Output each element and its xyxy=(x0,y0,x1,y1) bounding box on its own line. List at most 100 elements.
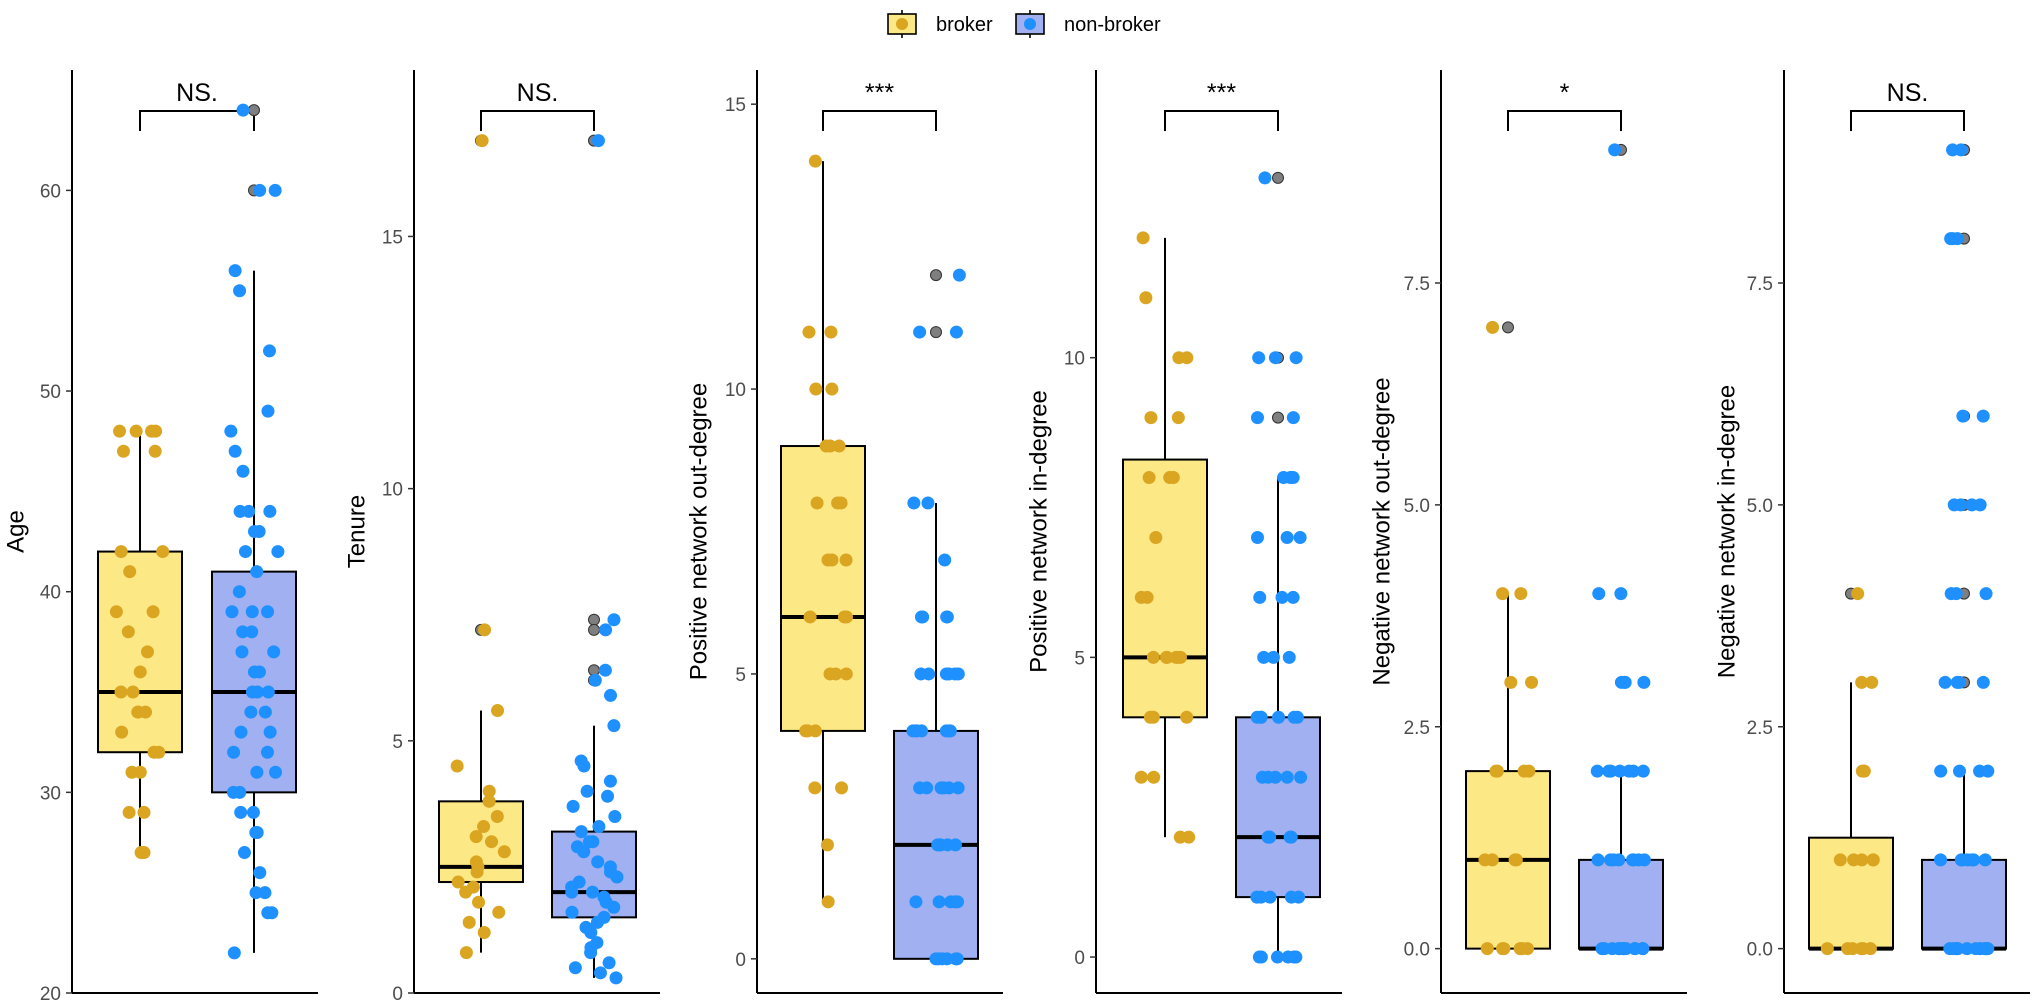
data-point xyxy=(1622,764,1636,778)
data-point xyxy=(1981,764,1995,778)
data-point xyxy=(602,956,616,970)
data-point xyxy=(1275,590,1289,604)
box-broker xyxy=(97,550,183,754)
data-point xyxy=(951,781,965,795)
data-point xyxy=(577,759,591,773)
y-tick-label: 5.0 xyxy=(1747,496,1773,517)
data-point xyxy=(115,725,129,739)
data-point xyxy=(156,545,170,559)
group-non-broker xyxy=(893,268,979,966)
y-tick-label: 0 xyxy=(735,950,746,971)
data-point xyxy=(1496,587,1510,601)
data-point xyxy=(580,784,594,798)
box-broker xyxy=(1122,458,1208,719)
data-point xyxy=(1140,590,1154,604)
group-broker xyxy=(438,134,524,960)
outlier-point xyxy=(1272,171,1284,184)
y-axis-title: Negative network in-degree xyxy=(1713,385,1740,679)
data-point xyxy=(485,835,499,849)
data-point xyxy=(1934,853,1948,867)
panel-1: 20 30 40 50 60 Age NS. xyxy=(2,70,318,1003)
data-point xyxy=(932,895,946,909)
significance-bracket: NS. xyxy=(139,79,255,131)
data-point xyxy=(234,725,248,739)
data-point xyxy=(1955,853,1969,867)
data-point xyxy=(820,838,834,852)
significance-label: NS. xyxy=(176,79,218,107)
outlier-point xyxy=(588,613,600,626)
data-point xyxy=(1253,590,1267,604)
data-point xyxy=(609,971,623,985)
data-point xyxy=(565,905,579,919)
data-point xyxy=(262,344,276,358)
significance-label: *** xyxy=(865,79,894,107)
data-point xyxy=(808,154,822,168)
data-point xyxy=(1946,232,1960,246)
panel-4: 0 5 10 Positive network in-degree *** xyxy=(1025,70,1342,994)
group-non-broker xyxy=(551,134,637,985)
data-point xyxy=(1855,853,1869,867)
panel-6: 0.0 2.5 5.0 7.5 Negative network in-degree NS… xyxy=(1713,70,2030,994)
data-point xyxy=(1257,650,1271,664)
data-point xyxy=(253,183,267,197)
data-point xyxy=(1820,942,1834,956)
legend-label-non-broker: non-broker xyxy=(1064,14,1161,36)
data-point xyxy=(236,103,250,117)
data-point xyxy=(823,667,837,681)
significance-label: NS. xyxy=(517,79,559,107)
legend-label-broker: broker xyxy=(936,14,993,36)
outlier-point xyxy=(588,623,600,636)
legend-item-broker: broker xyxy=(887,10,993,38)
data-point xyxy=(245,605,259,619)
data-point xyxy=(491,704,505,718)
data-point xyxy=(1252,351,1266,365)
data-point xyxy=(591,855,605,869)
data-point xyxy=(134,846,148,860)
data-point xyxy=(271,545,285,559)
data-point xyxy=(1254,890,1268,904)
data-point xyxy=(1590,764,1604,778)
data-point xyxy=(1280,530,1294,544)
data-point xyxy=(1293,530,1307,544)
data-point xyxy=(1947,498,1961,512)
data-point xyxy=(1592,587,1606,601)
data-point xyxy=(574,825,588,839)
data-point xyxy=(610,870,624,884)
data-point xyxy=(1250,411,1264,425)
data-point xyxy=(952,268,966,282)
data-point xyxy=(604,688,618,702)
panel-5: 0.0 2.5 5.0 7.5 Negative network out-degree * xyxy=(1368,70,1687,994)
data-point xyxy=(245,625,259,639)
y-tick-label: 5 xyxy=(1074,648,1085,669)
data-point xyxy=(472,895,486,909)
data-point xyxy=(1144,411,1158,425)
data-point xyxy=(942,781,956,795)
legend-key-broker-point xyxy=(896,18,908,30)
y-tick-label: 0.0 xyxy=(1747,940,1773,961)
data-point xyxy=(490,809,504,823)
bracket-line xyxy=(1507,110,1622,131)
data-point xyxy=(478,623,492,637)
data-point xyxy=(1262,830,1276,844)
data-point xyxy=(450,759,464,773)
data-point xyxy=(1284,890,1298,904)
significance-bracket: NS. xyxy=(1850,79,1965,131)
data-point xyxy=(1171,650,1185,664)
data-point xyxy=(1294,770,1308,784)
data-point xyxy=(1509,853,1523,867)
data-point xyxy=(821,895,835,909)
data-point xyxy=(825,553,839,567)
significance-bracket: *** xyxy=(1164,79,1279,131)
box-non-broker xyxy=(1921,858,2007,950)
data-point xyxy=(1522,764,1536,778)
data-point xyxy=(915,724,929,738)
data-point xyxy=(250,565,264,579)
data-point xyxy=(948,667,962,681)
data-point xyxy=(1934,764,1948,778)
y-tick-label: 40 xyxy=(40,583,61,604)
y-tick-label: 7.5 xyxy=(1404,274,1430,295)
data-point xyxy=(598,663,612,677)
legend: broker non-broker xyxy=(887,10,1161,38)
data-point xyxy=(1613,764,1627,778)
data-point xyxy=(126,685,140,699)
